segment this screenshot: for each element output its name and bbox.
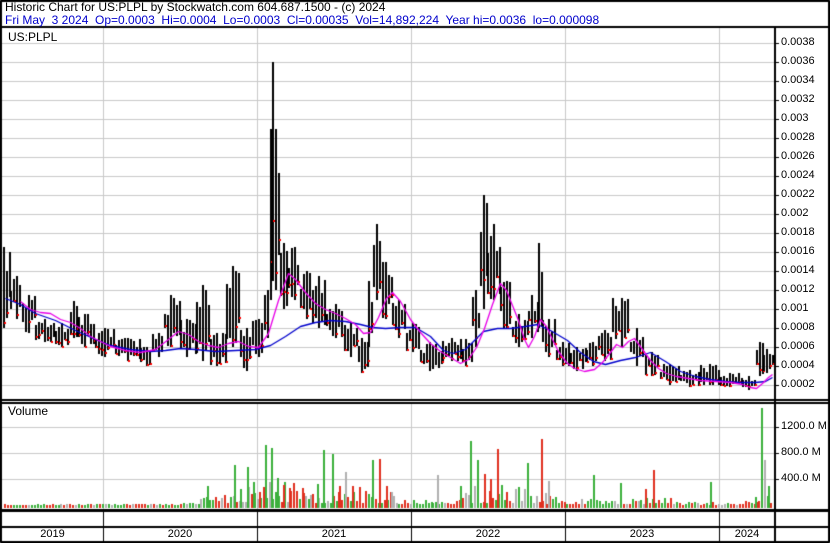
volume-axis-tick-label: 400.0 M xyxy=(781,472,821,484)
price-axis-tick-label: 0.0032 xyxy=(781,93,815,105)
quote-summary-line: Fri May 3 2024 Op=0.0003 Hi=0.0004 Lo=0.… xyxy=(5,13,600,27)
price-axis-tick-label: 0.0036 xyxy=(781,55,815,67)
price-axis-tick-label: 0.003 xyxy=(781,112,809,124)
year-axis-label: 2020 xyxy=(167,528,193,540)
price-axis-tick-label: 0.002 xyxy=(781,207,809,219)
price-axis-tick-label: 0.0024 xyxy=(781,169,815,181)
price-axis-tick-label: 0.0008 xyxy=(781,321,815,333)
year-axis-label: 2022 xyxy=(475,528,501,540)
volume-panel-label: Volume xyxy=(8,404,49,418)
volume-axis-tick-label: 800.0 M xyxy=(781,446,821,458)
price-axis-tick-label: 0.0016 xyxy=(781,245,815,257)
year-axis-label: 2021 xyxy=(321,528,347,540)
symbol-label: US:PLPL xyxy=(8,30,58,44)
year-axis-label: 2024 xyxy=(734,528,760,540)
price-axis-tick-label: 0.0026 xyxy=(781,150,815,162)
price-axis-tick-label: 0.0006 xyxy=(781,340,815,352)
price-axis-tick-label: 0.0004 xyxy=(781,359,815,371)
price-axis-tick-label: 0.0028 xyxy=(781,131,815,143)
price-axis-tick-label: 0.001 xyxy=(781,302,809,314)
price-axis-tick-label: 0.0012 xyxy=(781,283,815,295)
price-axis-tick-label: 0.0034 xyxy=(781,74,815,86)
chart-title: Historic Chart for US:PLPL by Stockwatch… xyxy=(5,0,386,14)
year-axis-label: 2023 xyxy=(629,528,655,540)
year-axis-label: 2019 xyxy=(40,528,65,540)
price-axis-tick-label: 0.0014 xyxy=(781,264,815,276)
price-axis-tick-label: 0.0002 xyxy=(781,378,815,390)
volume-axis-tick-label: 1200.0 M xyxy=(781,420,827,432)
price-axis-tick-label: 0.0018 xyxy=(781,226,815,238)
price-axis-tick-label: 0.0038 xyxy=(781,36,815,48)
price-axis-tick-label: 0.0022 xyxy=(781,188,815,200)
